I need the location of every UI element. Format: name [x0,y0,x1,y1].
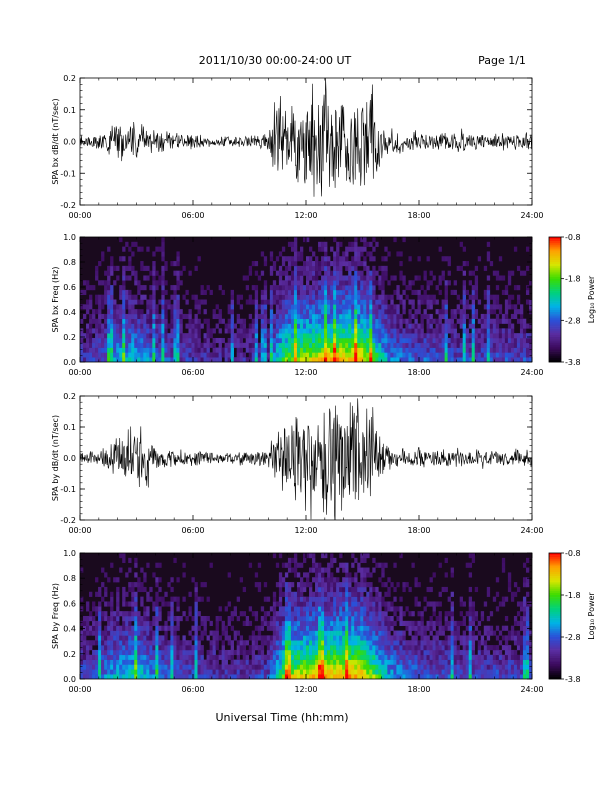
y-tick-label: 0.2 [63,74,76,83]
y-tick-label: 0.4 [63,308,76,317]
x-tick-label: 06:00 [181,368,204,377]
y-tick-label: 0.4 [63,625,76,634]
y-tick-label: -0.1 [60,485,76,494]
x-tick-label: 06:00 [181,526,204,535]
y-axis-label: SPA bx dB/dt (nT/sec) [51,98,60,184]
colorbar-label: Log₁₀ Power [587,275,596,323]
x-tick-label: 18:00 [407,368,430,377]
x-tick-label: 24:00 [520,368,543,377]
y-tick-label: -0.2 [60,201,76,210]
colorbar-tick-label: -1.8 [565,275,581,284]
bx-dbdt-panel: 0.2 0.1 0.0 -0.1 -0.200:00 06:00 12:00 18:00 24:… [51,74,544,220]
y-tick-label: 0.6 [63,599,76,608]
dbdt-trace [80,78,532,197]
y-tick-label: 0.0 [63,138,76,147]
date-range-title: 2011/10/30 00:00-24:00 UT [199,54,352,67]
by-frequency-spectrogram-panel: 1.0 0.8 0.6 0.4 0.2 0.000:00 06:00 12:00 18:00 24… [51,549,544,694]
x-axis-label: Universal Time (hh:mm) [216,711,349,724]
y-tick-label: 1.0 [63,233,76,242]
x-tick-label: 12:00 [294,211,317,220]
plot-area [80,78,532,197]
y-tick-label: 0.8 [63,258,76,267]
colorbar-tick-label: -2.8 [565,633,581,642]
x-tick-label: 00:00 [68,368,91,377]
y-tick-label: 0.0 [63,675,76,684]
y-tick-label: 0.6 [63,283,76,292]
x-tick-label: 12:00 [294,368,317,377]
colorbar-tick-label: -1.8 [565,591,581,600]
x-tick-label: 18:00 [407,685,430,694]
y-axis-label: SPA bx Freq (Hz) [51,267,60,333]
page-indicator: Page 1/1 [478,54,526,67]
colorbar-tick-label: -2.8 [565,316,581,325]
plot-area [80,398,532,523]
y-tick-label: 0.0 [63,454,76,463]
bx-frequency-spectrogram-panel: 1.0 0.8 0.6 0.4 0.2 0.000:00 06:00 12:00 18:00 24… [51,233,544,377]
x-tick-label: 06:00 [181,211,204,220]
y-tick-label: 0.1 [63,423,76,432]
y-tick-label: 0.2 [63,650,76,659]
x-tick-label: 06:00 [181,685,204,694]
colorbar-tick-label: -3.8 [565,358,581,367]
x-tick-label: 24:00 [520,526,543,535]
by-dbdt-panel: 0.2 0.1 0.0 -0.1 -0.200:00 06:00 12:00 18:00 24:… [51,392,544,535]
x-tick-label: 18:00 [407,211,430,220]
y-tick-label: -0.2 [60,516,76,525]
plot-area [80,553,532,679]
plot-area [80,237,532,362]
dbdt-trace [80,398,532,523]
y-tick-label: 0.0 [63,358,76,367]
y-tick-label: 0.1 [63,106,76,115]
colorbar-tick-label: -0.8 [565,233,581,242]
x-tick-label: 00:00 [68,526,91,535]
colorbar-by: -0.8 -1.8 -2.8 -3.8 Log₁₀ Power [549,549,596,684]
x-tick-label: 00:00 [68,685,91,694]
y-tick-label: 0.8 [63,574,76,583]
x-tick-label: 24:00 [520,685,543,694]
y-tick-label: 1.0 [63,549,76,558]
y-tick-label: 0.2 [63,392,76,401]
y-tick-label: 0.2 [63,333,76,342]
colorbar-tick-label: -0.8 [565,549,581,558]
x-tick-label: 24:00 [520,211,543,220]
x-tick-label: 18:00 [407,526,430,535]
colorbar-tick-label: -3.8 [565,675,581,684]
x-tick-label: 12:00 [294,526,317,535]
colorbar-bx: -0.8 -1.8 -2.8 -3.8 Log₁₀ Power [549,233,596,367]
colorbar-label: Log₁₀ Power [587,592,596,640]
y-axis-label: SPA by Freq (Hz) [51,583,60,649]
x-tick-label: 12:00 [294,685,317,694]
y-axis-label: SPA by dB/dt (nT/sec) [51,415,60,501]
y-tick-label: -0.1 [60,169,76,178]
x-tick-label: 00:00 [68,211,91,220]
